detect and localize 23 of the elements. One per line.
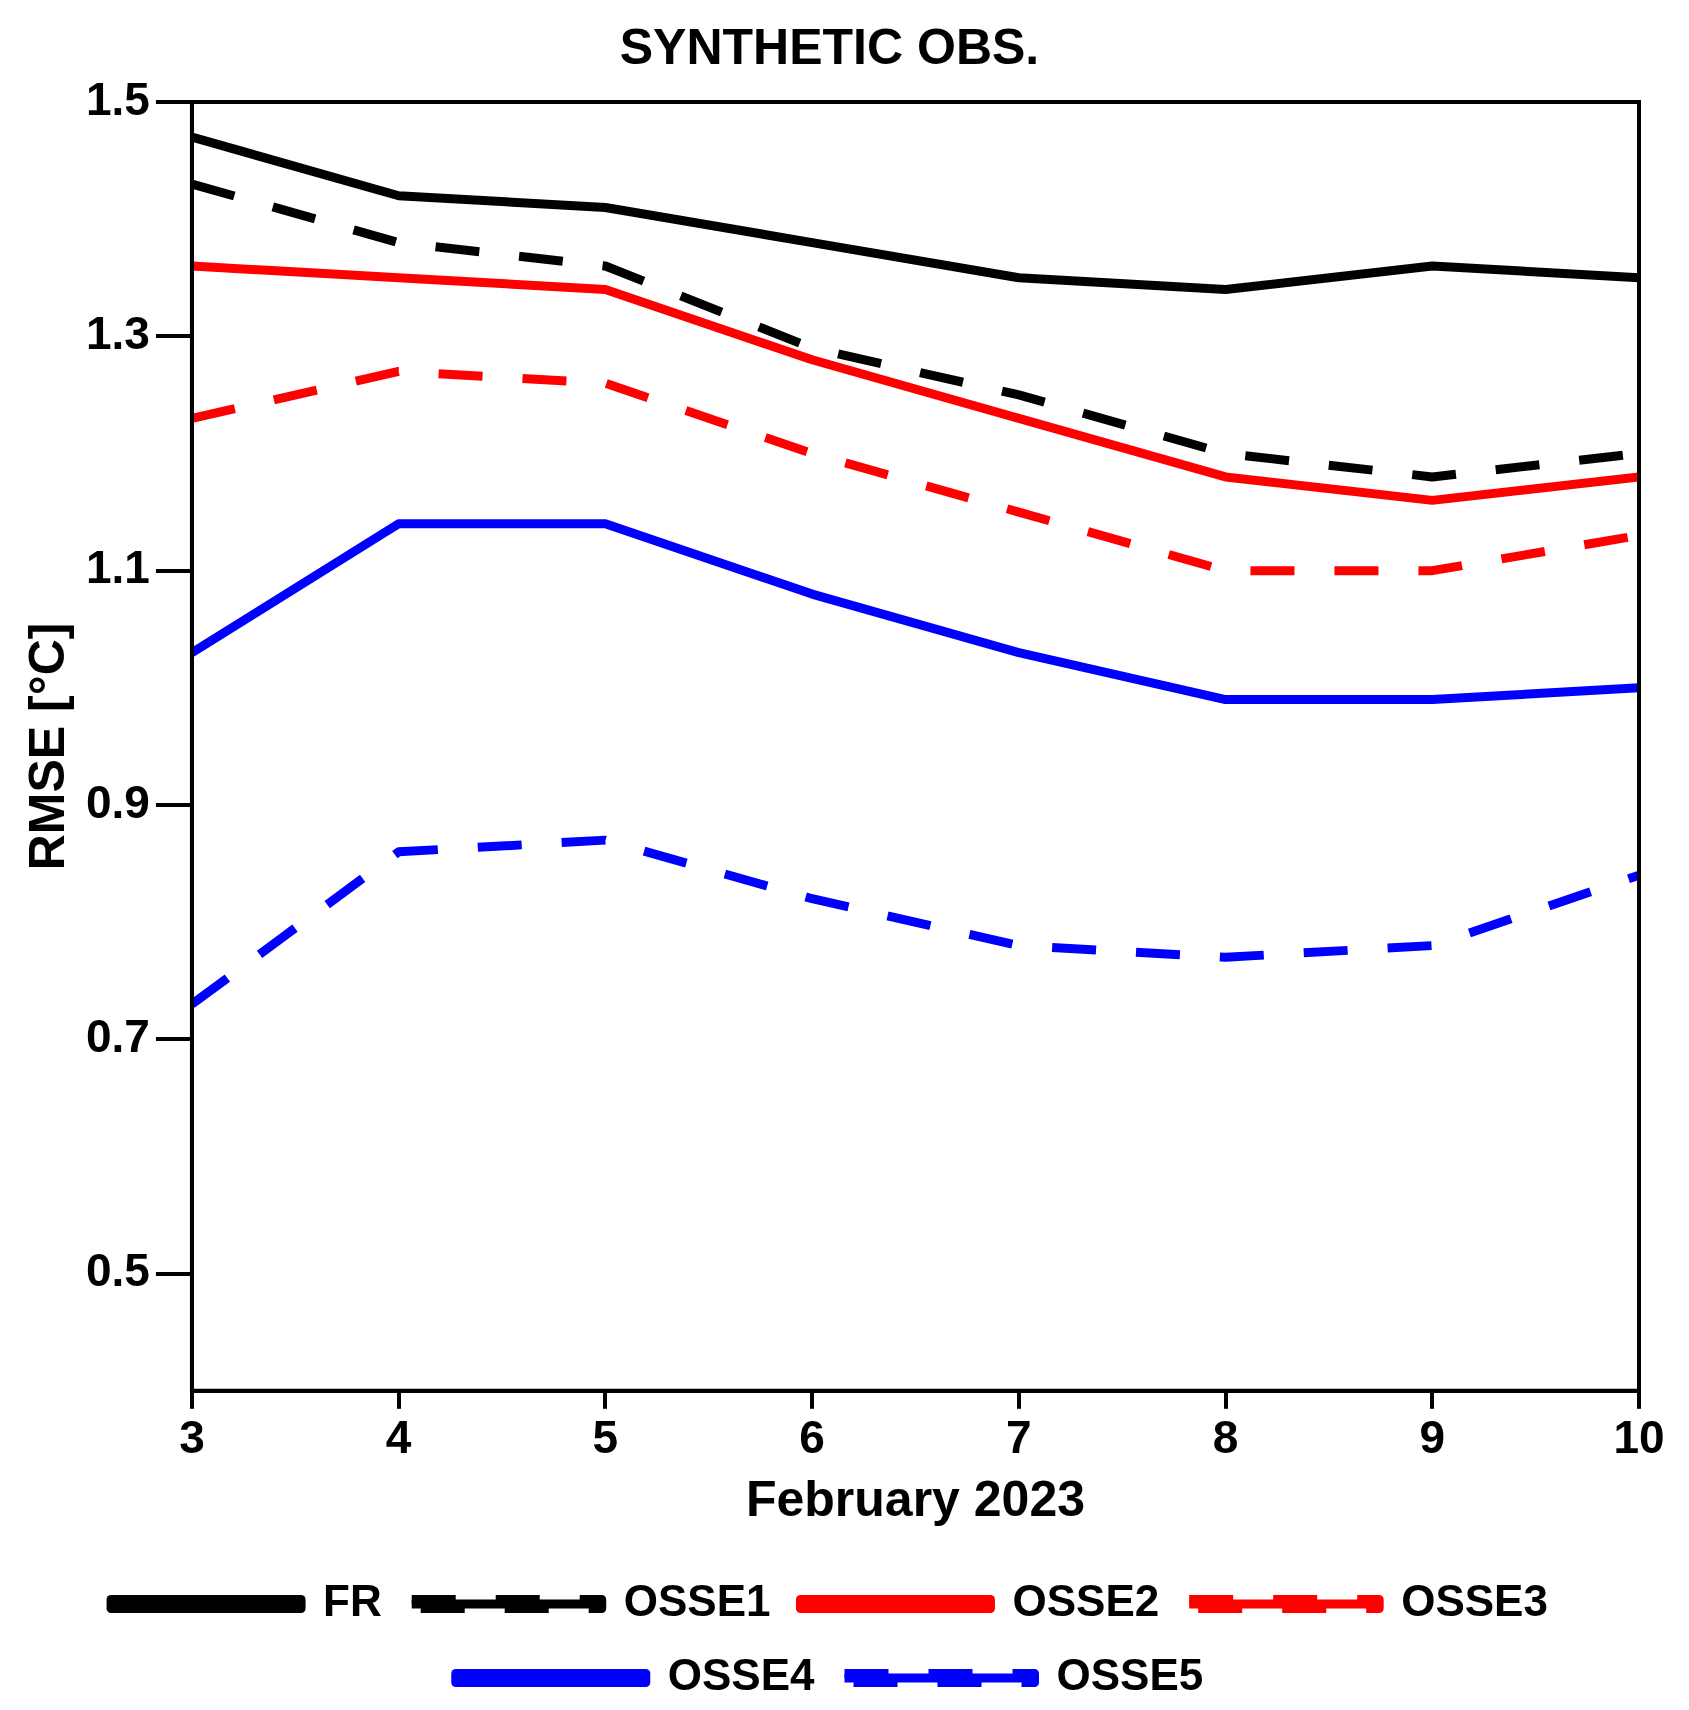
legend-label: OSSE4: [667, 1650, 816, 1700]
legend-label: OSSE1: [623, 1576, 771, 1626]
x-tick-label: 7: [1006, 1411, 1032, 1464]
chart-title: SYNTHETIC OBS.: [619, 18, 1040, 75]
y-tick-label: 1.5: [85, 72, 150, 125]
legend-label: OSSE2: [1012, 1576, 1160, 1626]
legend-label: OSSE5: [1056, 1650, 1204, 1700]
y-tick-label: 1.1: [85, 541, 150, 594]
y-axis-title: RMSE [°C]: [18, 622, 75, 871]
legend-label: FR: [323, 1576, 382, 1626]
x-tick-label: 6: [799, 1411, 825, 1464]
x-tick-label: 5: [592, 1411, 619, 1464]
y-tick-label: 0.5: [85, 1244, 150, 1297]
y-tick-label: 0.7: [85, 1010, 150, 1062]
x-axis-title: February 2023: [745, 1470, 1086, 1527]
x-tick-label: 3: [179, 1411, 205, 1464]
x-tick-label: 8: [1212, 1411, 1239, 1464]
x-tick-label: 9: [1419, 1411, 1446, 1464]
x-tick-label: 10: [1613, 1411, 1665, 1464]
legend-label: OSSE3: [1401, 1576, 1548, 1626]
x-tick-label: 4: [385, 1411, 412, 1464]
y-tick-label: 0.9: [85, 775, 150, 828]
y-tick-label: 1.3: [85, 307, 150, 360]
